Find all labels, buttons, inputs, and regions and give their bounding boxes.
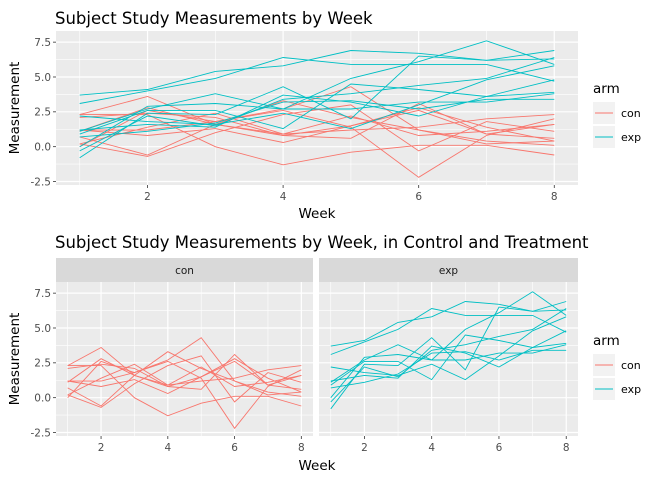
top-panel-background (56, 31, 578, 185)
top-series-line-exp-19 (79, 65, 555, 130)
top-series-line-exp-11 (79, 50, 555, 159)
top-series-line-exp-13 (79, 40, 555, 132)
top-series-line-con-4 (79, 96, 555, 136)
top-chart: Subject Study Measurements by Week -2.5 0… (7, 9, 641, 222)
top-chart-title: Subject Study Measurements by Week (55, 9, 373, 28)
strip-con-label: con (175, 265, 194, 277)
facet-con-series-line-con-9 (67, 351, 302, 407)
top-series-line-con-5 (79, 86, 555, 148)
facet-exp-x-tick-label: 2 (361, 442, 368, 454)
top-series-line-exp-15 (79, 83, 555, 135)
facet-con-series-line-con-7 (67, 363, 302, 396)
top-y-tick-label: 5.0 (34, 72, 51, 84)
top-x-tick-label: 4 (280, 191, 287, 203)
bottom-chart: Subject Study Measurements by Week, in C… (7, 233, 641, 474)
top-legend: arm con exp (593, 81, 641, 148)
top-series-line-con-6 (79, 114, 555, 166)
top-y-tick-label: -2.5 (31, 176, 52, 188)
strip-exp-label: exp (439, 265, 458, 277)
top-series-line-con-10 (79, 103, 555, 139)
bottom-legend-title: arm (593, 333, 620, 349)
facet-con-x-tick-label: 8 (298, 442, 305, 454)
top-legend-label-exp: exp (621, 131, 641, 144)
facet-exp-series-line-exp-3 (330, 291, 567, 383)
bottom-legend-label-exp: exp (621, 383, 641, 396)
facet-con-series-line-con-8 (67, 360, 302, 430)
facet-con-series-line-con-1 (67, 355, 302, 408)
strip-con-background (56, 258, 313, 282)
facet-exp-x-tick-label: 8 (563, 442, 570, 454)
top-series-line-con-3 (79, 107, 555, 143)
top-series-line-exp-14 (79, 57, 555, 104)
top-series-line-con-1 (79, 104, 555, 157)
top-x-tick-label: 8 (551, 191, 558, 203)
top-y-tick-labels: -2.5 0.0 2.5 5.0 7.5 (31, 37, 56, 188)
facet-exp-series-line-exp-10 (330, 349, 567, 389)
facet-exp-series-line-exp-2 (330, 301, 567, 347)
top-series-lines (79, 40, 555, 178)
bottom-y-tick-label: 5.0 (34, 323, 51, 335)
top-x-tick-label: 2 (144, 191, 151, 203)
top-series-line-exp-17 (79, 79, 555, 131)
facet-exp-x-tick-label: 4 (428, 442, 435, 454)
top-legend-label-con: con (621, 107, 641, 120)
top-x-tick-labels: 2 4 6 8 (144, 185, 558, 203)
top-series-line-con-8 (79, 109, 555, 178)
bottom-chart-title: Subject Study Measurements by Week, in C… (55, 233, 589, 252)
bottom-x-tick-labels: 2 4 6 8 2 4 6 8 (98, 436, 570, 454)
bottom-legend: arm con exp (593, 333, 641, 400)
facet-con-x-tick-label: 6 (231, 442, 238, 454)
bottom-y-tick-label: 0.0 (34, 392, 51, 404)
facet-con-series-line-con-2 (67, 358, 302, 386)
facet-exp-x-tick-label: 6 (496, 442, 503, 454)
facet-con-series-line-con-3 (67, 358, 302, 394)
top-series-line-exp-18 (79, 57, 555, 152)
top-series-line-exp-20 (79, 98, 555, 138)
bottom-y-tick-labels: -2.5 0.0 2.5 5.0 7.5 (31, 288, 56, 439)
facet-con-x-tick-label: 4 (164, 442, 171, 454)
facet-con-series-line-con-6 (67, 365, 302, 417)
facet-con-series-line-con-10 (67, 353, 302, 390)
exp-panel-background (319, 282, 578, 436)
bottom-series-lines (67, 291, 567, 430)
top-y-tick-label: 2.5 (34, 107, 51, 119)
facet-exp-series-line-exp-8 (330, 308, 567, 403)
bottom-gridlines (56, 282, 578, 436)
bottom-x-axis-title: Week (299, 458, 336, 474)
facet-exp-series-line-exp-6 (330, 344, 567, 398)
facet-con-series-line-con-4 (67, 346, 302, 387)
bottom-y-tick-label: 2.5 (34, 358, 51, 370)
facet-exp-series-line-exp-1 (330, 301, 567, 410)
bottom-y-tick-label: -2.5 (31, 427, 52, 439)
facet-con-series-line-con-5 (67, 337, 302, 399)
facet-exp-series-line-exp-7 (330, 330, 567, 382)
top-legend-title: arm (593, 81, 620, 97)
top-y-tick-label: 7.5 (34, 37, 51, 49)
top-x-tick-label: 6 (415, 191, 422, 203)
con-panel-background (56, 282, 313, 436)
facet-exp-series-line-exp-4 (330, 308, 567, 355)
top-y-tick-label: 0.0 (34, 141, 51, 153)
facet-exp-series-line-exp-9 (330, 316, 567, 381)
top-x-axis-title: Week (299, 206, 336, 222)
bottom-y-axis-title: Measurement (7, 313, 23, 406)
bottom-y-tick-label: 7.5 (34, 288, 51, 300)
top-series-line-exp-12 (79, 50, 555, 96)
facet-exp-series-line-exp-5 (330, 334, 567, 386)
facet-con-x-tick-label: 2 (98, 442, 105, 454)
strip-exp-background (319, 258, 578, 282)
top-series-line-exp-16 (79, 93, 555, 148)
top-y-axis-title: Measurement (7, 62, 23, 155)
bottom-legend-label-con: con (621, 359, 641, 372)
